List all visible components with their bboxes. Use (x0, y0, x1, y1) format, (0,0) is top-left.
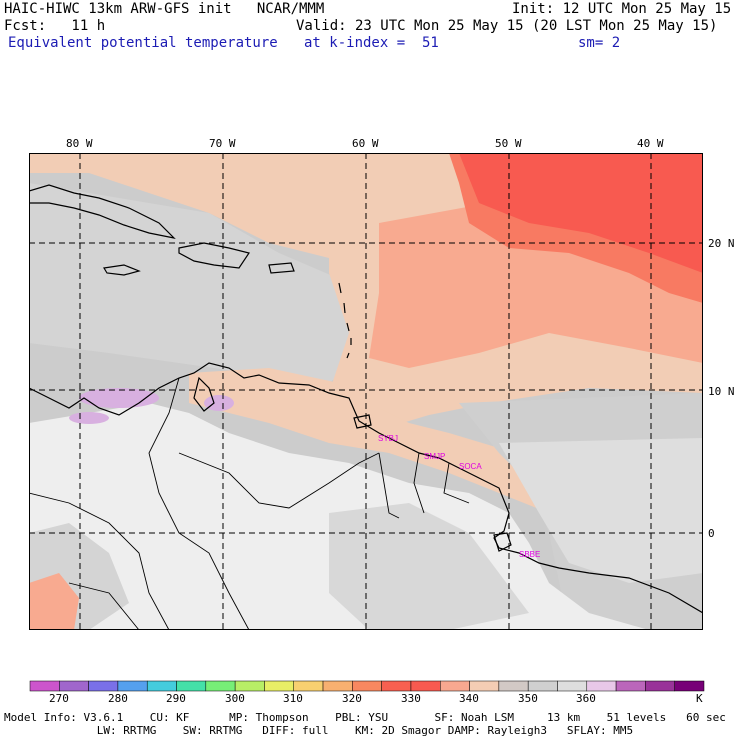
colorbar-swatch (410, 680, 441, 692)
coast-central-south-america (29, 362, 703, 614)
coast-lake-maracaibo (193, 376, 215, 412)
light-band-equatorial (499, 438, 703, 583)
colorbar-tick-label: 360 (576, 692, 596, 705)
colorbar-swatch (352, 680, 382, 692)
border-peru (68, 582, 140, 630)
coast-cuba (29, 184, 176, 239)
station-smjp: SMJP (424, 452, 445, 461)
lat-label-0: 0 (708, 527, 715, 540)
colorbar-swatch (322, 680, 353, 692)
colorbar-swatch (59, 680, 89, 692)
lat-label-10n: 10 N (708, 385, 735, 398)
colorbar-swatch (615, 680, 646, 692)
lat-label-20n: 20 N (708, 237, 735, 250)
level-info: at k-index = 51 (304, 35, 439, 51)
lon-label-50w: 50 W (495, 137, 522, 150)
coast-trinidad (353, 414, 372, 429)
colorbar-swatch (264, 680, 294, 692)
colorbar-swatch (146, 680, 177, 692)
model-info-line1: Model Info: V3.6.1 CU: KF MP: Thompson P… (4, 711, 726, 724)
field-name: Equivalent potential temperature (8, 35, 278, 51)
init-time: Init: 12 UTC Mon 25 May 15 (512, 1, 732, 17)
colorbar-swatch (205, 680, 236, 692)
border-colombia-venezuela (148, 377, 250, 630)
colorbar-unit: K (696, 692, 703, 705)
colorbar-tick-label: 270 (49, 692, 69, 705)
colorbar-swatch (674, 680, 705, 692)
border-colombia-ecuador (29, 492, 170, 630)
valid-time: Valid: 23 UTC Mon 25 May 15 (20 LST Mon … (296, 18, 718, 34)
land-gray-patches (329, 503, 529, 630)
station-sbbe: SBBE (519, 550, 540, 559)
colorbar-swatch (88, 680, 119, 692)
forecast-hour: Fcst: 11 h (4, 18, 106, 34)
coast-lesser-antilles (338, 282, 352, 359)
colorbar-swatch (176, 680, 207, 692)
lon-label-40w: 40 W (637, 137, 664, 150)
map-frame (29, 153, 703, 630)
border-french-guiana (443, 462, 470, 504)
lon-label-80w: 80 W (66, 137, 93, 150)
border-venezuela-brazil (178, 452, 380, 509)
colorbar-swatch (469, 680, 500, 692)
colorbar-tick-label: 350 (518, 692, 538, 705)
colorbar-swatch (498, 680, 529, 692)
model-info-line2: LW: RRTMG SW: RRTMG DIFF: full KM: 2D Sm… (4, 724, 634, 737)
border-guyana (378, 452, 400, 519)
smoothing-info: sm= 2 (578, 35, 621, 51)
lon-label-60w: 60 W (352, 137, 379, 150)
colorbar (29, 680, 705, 692)
lilac-patch (79, 388, 159, 408)
colorbar-tick-label: 300 (225, 692, 245, 705)
station-soca: SOCA (459, 462, 482, 471)
coast-marajo (493, 532, 512, 552)
colorbar-swatch (586, 680, 617, 692)
peach-coast-band (189, 368, 549, 513)
station-sybj: SYBJ (378, 434, 398, 443)
colorbar-tick-label: 330 (401, 692, 421, 705)
colorbar-swatch (234, 680, 265, 692)
gray-caribbean (29, 183, 369, 383)
colorbar-swatch (645, 680, 675, 692)
colorbar-swatch (527, 680, 558, 692)
colorbar-tick-label: 310 (283, 692, 303, 705)
coast-jamaica (103, 264, 141, 276)
colorbar-swatch (29, 680, 60, 692)
border-suriname (413, 452, 425, 514)
colorbar-tick-label: 280 (108, 692, 128, 705)
lilac-patch (69, 412, 109, 424)
colorbar-tick-label: 340 (459, 692, 479, 705)
coast-hispaniola (178, 242, 250, 269)
colorbar-swatch (440, 680, 470, 692)
colorbar-swatch (381, 680, 412, 692)
colorbar-swatch (117, 680, 148, 692)
peach-ecuador (29, 573, 79, 630)
coast-puerto-rico (268, 262, 295, 274)
model-title: HAIC-HIWC 13km ARW-GFS init NCAR/MMM (4, 1, 325, 17)
colorbar-swatch (293, 680, 324, 692)
colorbar-tick-label: 290 (166, 692, 186, 705)
colorbar-swatch (557, 680, 588, 692)
lilac-patch (204, 395, 234, 411)
theta-e-map: SYBJ SMJP SOCA SBBE (29, 153, 703, 630)
lon-label-70w: 70 W (209, 137, 236, 150)
colorbar-tick-label: 320 (342, 692, 362, 705)
